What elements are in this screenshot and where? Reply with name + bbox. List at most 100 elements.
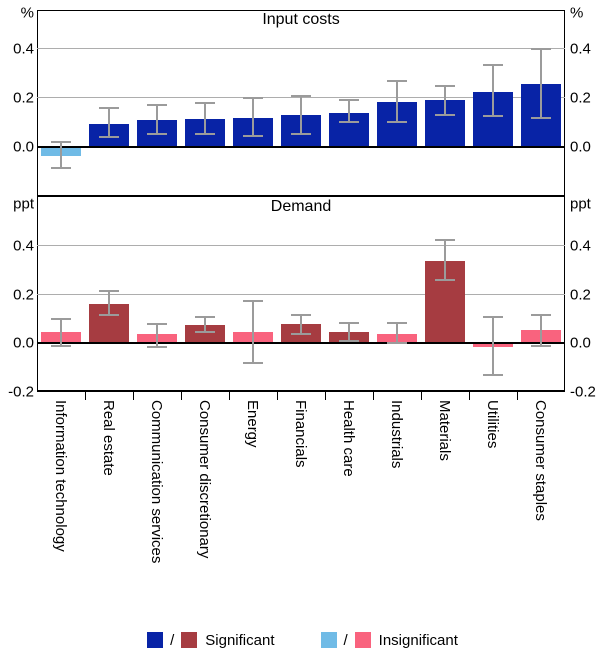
error-bar-cap-bottom bbox=[435, 114, 455, 117]
legend-swatch-insignificant-costs bbox=[320, 632, 337, 648]
category-label: Consumer discretionary bbox=[196, 400, 213, 559]
legend-swatch-significant-demand bbox=[181, 632, 198, 648]
error-bar-cap-top bbox=[339, 321, 359, 324]
x-axis-tick bbox=[373, 392, 374, 400]
axis-unit-label-right: % bbox=[570, 4, 584, 22]
category-label: Utilities bbox=[484, 400, 501, 449]
error-bar-cap-top bbox=[243, 96, 263, 99]
error-bar-cap-top bbox=[483, 63, 503, 66]
error-bar-cap-bottom bbox=[99, 314, 119, 317]
error-bar-cap-top bbox=[147, 322, 167, 325]
y-axis-tick-label-right: 0.0 bbox=[570, 334, 591, 352]
category-label: Consumer staples bbox=[532, 400, 549, 521]
error-bar-cap-top bbox=[387, 321, 407, 324]
y-axis-tick-label-left: 0.2 bbox=[13, 89, 34, 107]
category-label: Industrials bbox=[388, 400, 405, 469]
x-axis-tick bbox=[469, 392, 470, 400]
x-axis-tick bbox=[181, 392, 182, 400]
x-axis-tick bbox=[277, 392, 278, 400]
error-bar-cap-top bbox=[531, 314, 551, 317]
error-bar-cap-top bbox=[51, 317, 71, 320]
error-bar-line bbox=[252, 300, 254, 363]
error-bar-line bbox=[396, 80, 398, 123]
error-bar-cap-bottom bbox=[483, 115, 503, 118]
error-bar-cap-top bbox=[435, 84, 455, 87]
zero-axis-line bbox=[37, 342, 565, 345]
x-axis-tick bbox=[325, 392, 326, 400]
error-bar-line bbox=[300, 95, 302, 134]
y-axis-tick-label-right: 0.2 bbox=[570, 89, 591, 107]
error-bar-cap-top bbox=[339, 99, 359, 102]
legend-swatch-insignificant-demand bbox=[354, 632, 371, 648]
legend-separator: / bbox=[170, 631, 175, 649]
error-bar-cap-top bbox=[291, 314, 311, 317]
gridline bbox=[37, 294, 565, 296]
error-bar-cap-top bbox=[243, 299, 263, 302]
legend: / Significant / Insignificant bbox=[0, 629, 605, 651]
error-bar-cap-top bbox=[99, 106, 119, 109]
error-bar-cap-bottom bbox=[339, 339, 359, 342]
error-bar-cap-bottom bbox=[195, 132, 215, 135]
error-bar-cap-top bbox=[195, 315, 215, 318]
error-bar-line bbox=[492, 316, 494, 375]
error-bar-line bbox=[396, 322, 398, 344]
gridline bbox=[37, 245, 565, 247]
category-label: Health care bbox=[340, 400, 357, 477]
error-bar-cap-top bbox=[147, 104, 167, 107]
error-bar-cap-bottom bbox=[291, 132, 311, 135]
legend-swatch-significant-costs bbox=[147, 632, 164, 648]
error-bar-cap-top bbox=[435, 238, 455, 241]
y-axis-tick-label-left: 0.4 bbox=[13, 40, 34, 58]
legend-separator: / bbox=[343, 631, 348, 649]
error-bar-cap-bottom bbox=[51, 344, 71, 347]
error-bar-cap-bottom bbox=[195, 331, 215, 334]
zero-axis-line bbox=[37, 145, 565, 148]
error-bar-cap-top bbox=[483, 315, 503, 318]
error-bar-cap-bottom bbox=[147, 132, 167, 135]
error-bar-line bbox=[444, 85, 446, 116]
x-axis-tick bbox=[517, 392, 518, 400]
error-bar-cap-top bbox=[195, 101, 215, 104]
y-axis-tick-label-left: 0.4 bbox=[13, 237, 34, 255]
error-bar-cap-bottom bbox=[99, 136, 119, 139]
axis-unit-label-left: ppt bbox=[13, 195, 34, 213]
error-bar-cap-bottom bbox=[243, 361, 263, 364]
category-label: Materials bbox=[436, 400, 453, 461]
x-axis-tick bbox=[133, 392, 134, 400]
error-bar-cap-top bbox=[531, 47, 551, 50]
x-axis-tick bbox=[85, 392, 86, 400]
error-bar-cap-bottom bbox=[339, 121, 359, 124]
gridline bbox=[37, 48, 565, 50]
y-axis-tick-label-right: 0.4 bbox=[570, 237, 591, 255]
error-bar-line bbox=[60, 318, 62, 346]
x-axis-tick bbox=[421, 392, 422, 400]
error-bar-line bbox=[348, 100, 350, 123]
error-bar-cap-bottom bbox=[531, 344, 551, 347]
category-label: Information technology bbox=[52, 400, 69, 552]
y-axis-tick-label-left: 0.0 bbox=[13, 138, 34, 156]
y-axis-tick-label-right: 0.0 bbox=[570, 138, 591, 156]
error-bar-cap-top bbox=[51, 141, 71, 144]
error-bar-cap-bottom bbox=[435, 279, 455, 281]
error-bar-line bbox=[156, 105, 158, 134]
error-bar-line bbox=[204, 102, 206, 134]
error-bar-line bbox=[492, 64, 494, 117]
bar-demand bbox=[185, 325, 225, 344]
y-axis-tick-label-right: 0.4 bbox=[570, 40, 591, 58]
y-axis-tick-label-left: 0.2 bbox=[13, 286, 34, 304]
category-label: Financials bbox=[292, 400, 309, 468]
y-axis-tick-label-right: -0.2 bbox=[570, 383, 596, 401]
error-bar-cap-bottom bbox=[483, 373, 503, 376]
error-bar-line bbox=[156, 323, 158, 347]
panel-title-input-costs: Input costs bbox=[262, 11, 340, 28]
error-bar-cap-bottom bbox=[51, 166, 71, 169]
chart-plot-area: 0.4 0.4 0.2 0.2 0.0 0.0%% Input costs 0.4 0.4 0.2… bbox=[8, 4, 596, 564]
axis-unit-label-left: % bbox=[20, 4, 34, 22]
error-bar-line bbox=[204, 316, 206, 333]
error-bar-cap-bottom bbox=[387, 121, 407, 124]
y-axis-tick-label-right: 0.2 bbox=[570, 286, 591, 304]
error-bar-line bbox=[108, 290, 110, 316]
error-bar-line bbox=[540, 48, 542, 118]
error-bar-cap-bottom bbox=[147, 345, 167, 348]
error-bar-cap-top bbox=[99, 289, 119, 292]
